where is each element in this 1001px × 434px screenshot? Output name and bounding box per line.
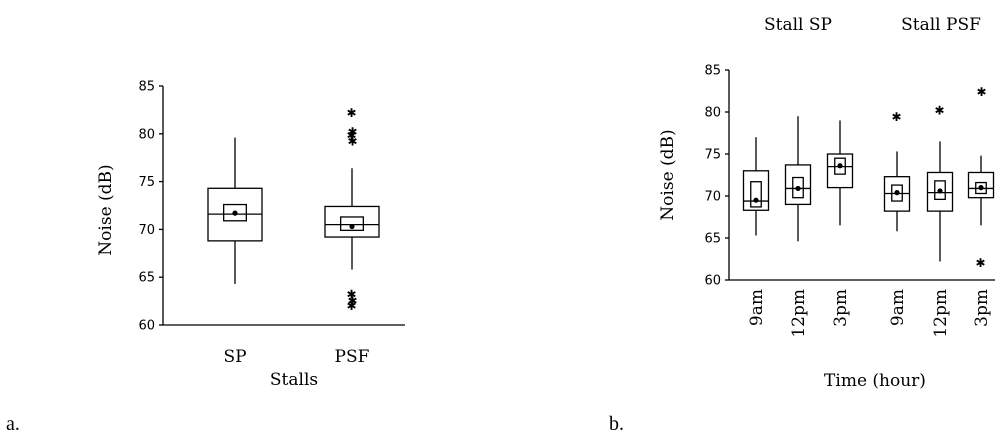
chart-a-y-tick-label: 65 (138, 271, 155, 286)
chart-b-box-stall-sp-3pm-mean-point (837, 163, 843, 169)
chart-b-y-tick-label: 60 (704, 274, 721, 289)
chart-b-y-axis-title: Noise (dB) (658, 129, 678, 220)
chart-b-y-tick-label: 75 (704, 148, 721, 163)
chart-b-box-stall-psf-12pm-outlier-0: ✱ (934, 103, 944, 117)
chart-a-box-psf-outlier-4: ✱ (346, 129, 356, 143)
chart-a-y-tick-label: 85 (138, 80, 155, 95)
chart-a-box-psf-iqr-box (324, 205, 380, 238)
chart-b-box-stall-psf-12pm-ci-box (934, 180, 946, 201)
chart-b-box-stall-psf-3pm-outlier-1: ✱ (976, 85, 986, 99)
chart-b-time-label: 9am (747, 289, 767, 326)
panel-label-a: a. (6, 413, 20, 434)
chart-b-group-label: Stall PSF (901, 15, 981, 35)
chart-a-y-tick-label: 60 (138, 319, 155, 334)
chart-a-box-sp-ci-box (223, 203, 247, 222)
chart-b-group-label: Stall SP (764, 15, 832, 35)
chart-b-box-stall-psf-9am-mean-point (894, 190, 900, 196)
chart-a-y-tick-label: 75 (138, 175, 155, 190)
chart-a-y-tick-label: 70 (138, 223, 155, 238)
chart-b-noise-by-time: 60 65 70 75 80 85 ✱ ✱ ✱ ✱ 9am 12pm 3pm 9am 12pm 3pm Stal… (658, 15, 995, 391)
chart-b-box-stall-psf-3pm-ci-box (975, 181, 987, 195)
chart-a-box-psf-outlier-6: ✱ (346, 106, 356, 120)
chart-a-y-tick-label: 80 (138, 127, 155, 142)
chart-a-box-psf-outlier-0: ✱ (346, 299, 356, 313)
chart-b-box-stall-sp-3pm-iqr-box (826, 153, 854, 189)
chart-a-x-axis-title: Stalls (270, 370, 318, 390)
chart-b-box-stall-psf-12pm-iqr-box (926, 171, 954, 212)
chart-b-box-stall-sp-12pm-ci-box (792, 176, 804, 199)
chart-b-time-label: 12pm (789, 289, 809, 338)
chart-a-category-label: PSF (335, 347, 370, 367)
chart-b-time-label: 9am (888, 289, 908, 326)
chart-b-box-stall-psf-12pm-mean-point (937, 188, 943, 194)
chart-a-category-label: SP (223, 347, 246, 367)
chart-a-box-psf-outlier-5: ✱ (347, 125, 357, 139)
chart-a-y-axis-title: Noise (dB) (96, 164, 116, 255)
chart-a-box-psf-outlier-1: ✱ (347, 294, 357, 308)
chart-b-box-stall-sp-9am-ci-box (750, 181, 762, 208)
chart-b-box-stall-psf-9am-outlier-0: ✱ (891, 110, 901, 124)
chart-b-time-label: 12pm (931, 289, 951, 338)
chart-b-y-tick-label: 70 (704, 190, 721, 205)
chart-a-box-psf-outlier-2: ✱ (346, 287, 356, 301)
chart-a-box-psf-outlier-3: ✱ (347, 134, 357, 148)
chart-b-time-label: 3pm (831, 289, 851, 327)
chart-b-box-stall-sp-9am-mean-point (753, 197, 759, 203)
chart-b-y-tick-label: 65 (704, 232, 721, 247)
panel-label-b: b. (609, 413, 624, 434)
chart-b-box-stall-sp-9am-iqr-box (742, 170, 770, 211)
chart-b-box-stall-psf-9am-ci-box (891, 184, 903, 202)
chart-b-box-stall-sp-3pm-ci-box (834, 157, 846, 175)
chart-b-y-tick-label: 85 (704, 64, 721, 79)
chart-b-x-axis-title: Time (hour) (824, 371, 926, 391)
chart-b-box-stall-psf-3pm-outlier-0: ✱ (975, 256, 985, 270)
chart-b-box-stall-psf-3pm-iqr-box (967, 171, 995, 199)
chart-a-box-sp-mean-point (232, 210, 238, 216)
chart-a-box-psf-mean-point (349, 223, 355, 230)
chart-a-box-psf-ci-box (340, 216, 364, 232)
chart-b-y-tick-label: 80 (704, 106, 721, 121)
chart-b-time-label: 3pm (972, 289, 992, 327)
chart-b-box-stall-sp-12pm-iqr-box (784, 164, 812, 206)
chart-b-box-stall-psf-3pm-mean-point (978, 185, 984, 191)
chart-b-box-stall-sp-12pm-mean-point (795, 185, 801, 192)
